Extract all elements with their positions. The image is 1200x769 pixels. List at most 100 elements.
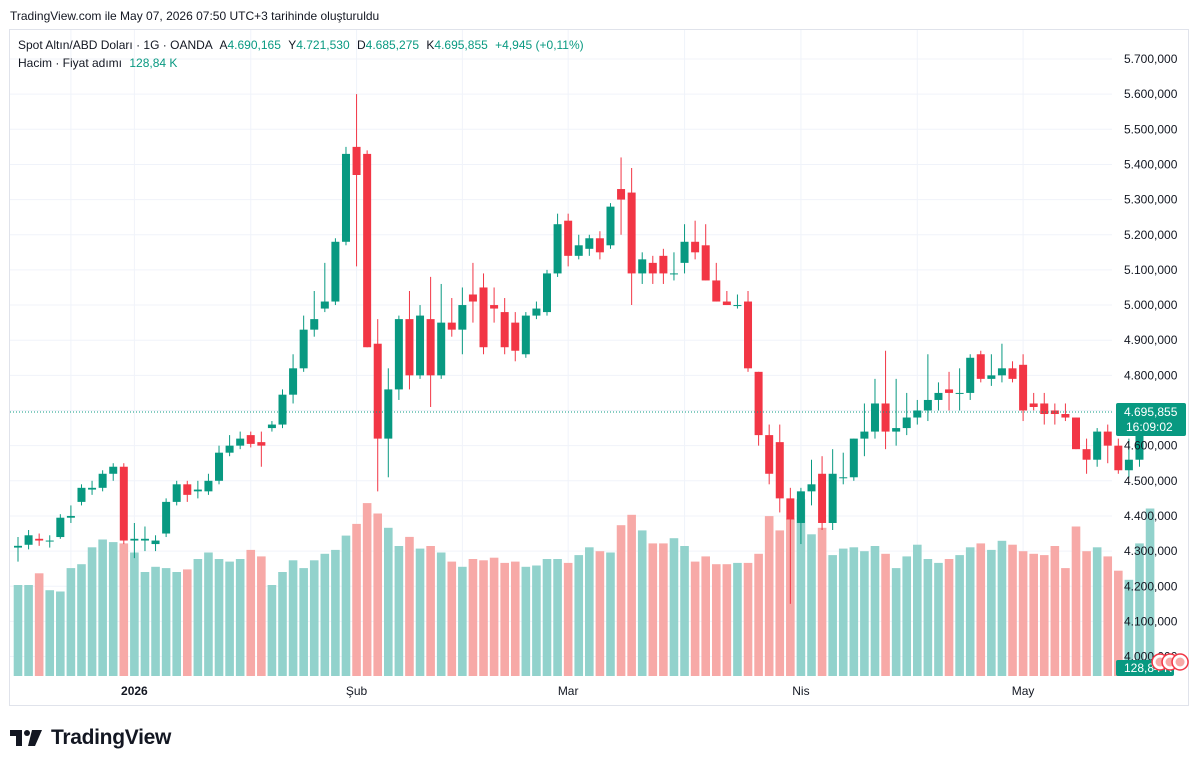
tradingview-logo[interactable]: TradingView [10,726,171,750]
candle-body [437,322,446,376]
candle-body [669,273,678,275]
volume-bar [627,514,636,676]
candle-body [595,238,604,253]
volume-bar [711,564,721,676]
candle-body [246,435,255,444]
volume-bar [130,552,139,676]
volume-bar [521,566,531,676]
candle-body [1019,364,1028,411]
candle-body [204,480,213,492]
price-axis-label: 5.400,000 [1124,157,1178,171]
volume-bar [1135,543,1144,676]
candle-body [638,259,647,274]
price-axis-label: 4.300,000 [1124,544,1178,558]
candle-body [881,403,890,432]
candle-body [151,540,160,545]
candle-body [913,410,922,418]
volume-bar [225,561,234,676]
volume-bar [764,516,774,676]
candle-body [1061,414,1070,418]
candle-body [849,438,858,478]
interval-label[interactable]: 1G [143,38,160,52]
candle-body [818,473,827,523]
candle-body [416,315,425,376]
candle-body [617,189,626,200]
candle-body [521,315,530,355]
tradingview-logo-icon [10,730,42,746]
volume-bar [1092,547,1102,676]
volume-bar [637,530,647,676]
price-axis-label: 4.100,000 [1124,614,1178,628]
volume-bar [479,560,488,676]
candle-body [796,491,805,523]
candle-body [987,375,996,379]
volume-bar [108,542,118,676]
volume-bar [447,561,457,676]
price-axis-label: 4.900,000 [1124,333,1178,347]
ohlc-legend: Spot Altın/ABD Doları · 1G · OANDA A4.69… [18,38,584,52]
candle-body [976,354,985,379]
candle-body [786,498,795,520]
candle-body [172,484,181,502]
candle-body [585,238,594,249]
volume-bar [743,562,753,676]
volume-bar [1008,544,1017,676]
volume-bar [299,568,308,676]
volume-bar [1018,551,1028,676]
candle-body [35,538,44,541]
price-axis-label: 5.200,000 [1124,228,1178,242]
candle-body [119,466,128,541]
volume-bar [45,590,55,676]
volume-bar [510,561,520,676]
candle-body [363,153,372,348]
volume-bar [616,525,626,676]
candle-body [1093,431,1102,460]
candle-body [807,484,816,492]
volume-value: 128,84 K [129,56,178,70]
volume-label[interactable]: Hacim · Fiyat adımı [18,56,123,70]
volume-bar [489,557,499,676]
volume-bar [87,547,97,676]
volume-bar [913,544,922,676]
volume-bar [955,555,964,676]
price-badge-price: 4.695,855 [1124,405,1178,419]
candle-body [532,308,541,316]
candle-body [14,545,22,548]
candle-body [310,319,319,330]
time-axis-label: Mar [558,684,579,698]
volume-bar [669,538,679,676]
volume-bar [320,553,330,676]
candle-body [701,245,710,281]
volume-bar [1145,508,1155,676]
candle-body [352,146,361,175]
volume-bar [817,527,827,676]
volume-bar [394,546,404,676]
candle-body [257,442,266,446]
candle-body [331,241,340,302]
candle-body [56,517,65,538]
volume-bar [1050,546,1060,676]
candle-body [278,394,287,425]
price-axis-label: 5.000,000 [1124,298,1178,312]
symbol-label[interactable]: Spot Altın/ABD Doları [18,38,133,52]
candle-body [66,515,75,518]
candle-body [140,538,149,541]
candle-body [45,540,54,542]
volume-bar [532,565,541,676]
candle-body [225,445,234,453]
time-axis-label: May [1012,684,1035,698]
candle-body [1082,449,1091,460]
volume-bar [902,556,912,676]
volume-bar [193,559,203,676]
volume-bar [13,585,23,676]
volume-bar [235,559,245,676]
source-label: OANDA [170,38,213,52]
price-axis-label: 4.400,000 [1124,509,1178,523]
volume-bar [838,548,848,676]
volume-bar [257,556,266,676]
volume-bar [828,555,837,676]
volume-bar [1103,556,1113,676]
candle-body [289,368,298,395]
volume-bar [987,549,996,676]
